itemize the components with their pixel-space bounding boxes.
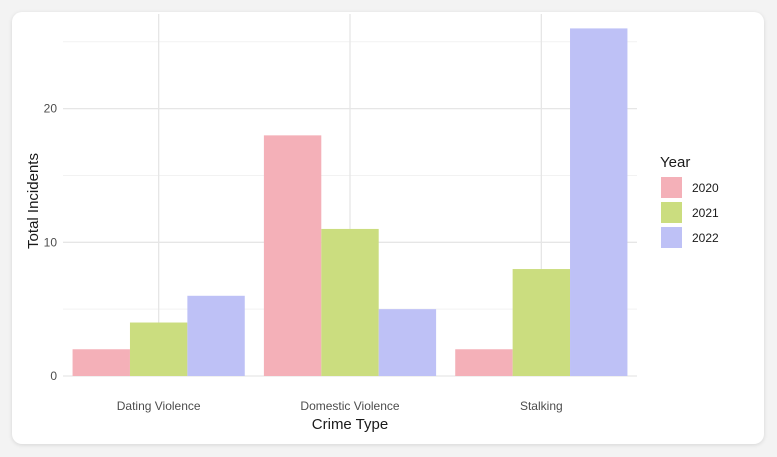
y-tick-label: 10 bbox=[44, 235, 58, 249]
legend-swatch-2022 bbox=[661, 227, 682, 248]
x-axis-title: Crime Type bbox=[312, 416, 388, 433]
legend-items: 2020 2021 2022 bbox=[661, 177, 719, 248]
legend-title: Year bbox=[660, 154, 690, 171]
bar-2021-1 bbox=[129, 322, 188, 376]
x-tick-label: Dating Violence bbox=[117, 399, 201, 413]
bars bbox=[72, 28, 628, 377]
y-axis-title: Total Incidents bbox=[25, 153, 42, 249]
x-axis-ticks: Dating Violence Domestic Violence Stalking bbox=[117, 399, 563, 413]
bar-2021-2 bbox=[321, 228, 379, 376]
bar-2022-3 bbox=[570, 28, 628, 377]
legend-swatch-2020 bbox=[661, 177, 682, 198]
bar-2020-1 bbox=[72, 349, 130, 376]
y-tick-label: 20 bbox=[44, 102, 58, 116]
legend-label-2022: 2022 bbox=[692, 231, 719, 245]
bar-2021-3 bbox=[512, 269, 571, 376]
x-tick-label: Stalking bbox=[520, 399, 563, 413]
bar-2020-2 bbox=[263, 135, 322, 376]
bar-2020-3 bbox=[455, 349, 513, 376]
legend-swatch-2021 bbox=[661, 202, 682, 223]
bar-2022-2 bbox=[378, 309, 437, 376]
legend-label-2021: 2021 bbox=[692, 206, 719, 220]
y-axis-ticks: 0 10 20 bbox=[44, 102, 58, 383]
legend-label-2020: 2020 bbox=[692, 181, 719, 195]
y-tick-label: 0 bbox=[50, 369, 57, 383]
bar-2022-1 bbox=[187, 295, 245, 376]
legend: Year 2020 2021 2022 bbox=[660, 154, 719, 248]
x-tick-label: Domestic Violence bbox=[300, 399, 399, 413]
